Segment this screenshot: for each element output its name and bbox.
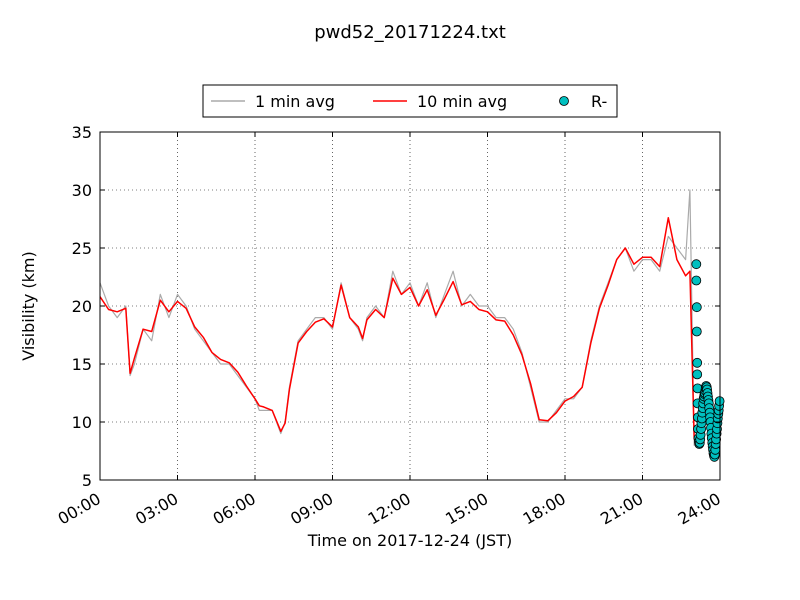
chart-title: pwd52_20171224.txt — [314, 22, 506, 43]
series-10min-line — [99, 217, 695, 440]
x-tick-label: 21:00 — [597, 489, 646, 529]
rain-marker — [691, 259, 702, 270]
y-tick-label: 10 — [72, 413, 92, 432]
legend-label-rain: R- — [591, 92, 607, 111]
y-tick-label: 25 — [72, 239, 92, 258]
grid-lines — [100, 132, 720, 480]
x-tick-label: 03:00 — [132, 489, 181, 529]
rain-marker — [692, 357, 703, 368]
rain-marker — [691, 302, 702, 313]
series-1min-line — [99, 189, 721, 458]
plot-area: 5 10 15 20 25 30 35 00:00 03:00 06:00 09:00 12:00 15… — [55, 123, 725, 529]
legend: 1 min avg 10 min avg R- — [202, 84, 618, 118]
x-tick-label: 00:00 — [55, 489, 104, 529]
y-tick-label: 30 — [72, 181, 92, 200]
x-tick-label: 09:00 — [287, 489, 336, 529]
y-tick-label: 20 — [72, 297, 92, 316]
series-layer — [99, 189, 725, 462]
rain-marker — [691, 326, 702, 337]
x-tick-label: 06:00 — [210, 489, 259, 529]
y-tick-label: 5 — [82, 471, 92, 490]
x-tick-label: 12:00 — [365, 489, 414, 529]
legend-swatch-rain — [559, 96, 569, 106]
y-tick-label: 15 — [72, 355, 92, 374]
rain-marker — [691, 275, 702, 286]
legend-label-10min: 10 min avg — [417, 92, 507, 111]
y-tick-label: 35 — [72, 123, 92, 142]
x-tick-label: 24:00 — [675, 489, 724, 529]
legend-box — [202, 84, 618, 118]
y-axis-label: Visibility (km) — [19, 251, 38, 360]
legend-label-1min: 1 min avg — [255, 92, 335, 111]
rain-marker — [692, 369, 703, 380]
x-axis-label: Time on 2017-12-24 (JST) — [307, 531, 512, 550]
x-tick-label: 18:00 — [520, 489, 569, 529]
x-tick-label: 15:00 — [442, 489, 491, 529]
